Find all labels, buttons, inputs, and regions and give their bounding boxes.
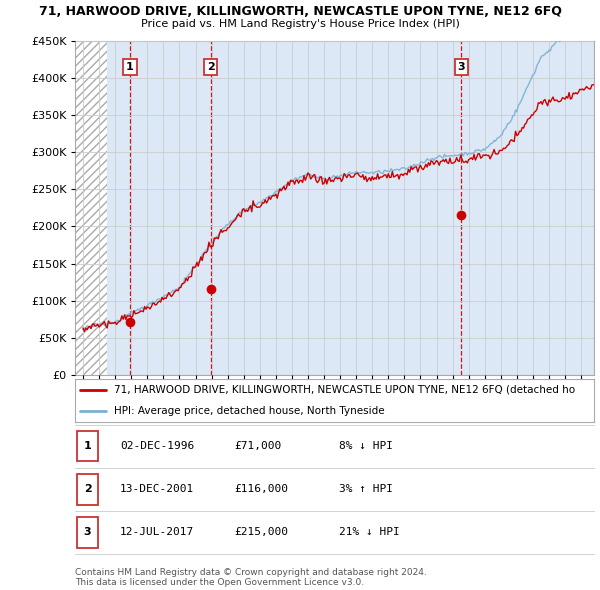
Text: 3: 3 xyxy=(84,527,91,537)
Text: 1: 1 xyxy=(126,62,134,72)
Text: 3% ↑ HPI: 3% ↑ HPI xyxy=(339,484,393,494)
Text: £116,000: £116,000 xyxy=(234,484,288,494)
Text: 1: 1 xyxy=(84,441,91,451)
Text: £71,000: £71,000 xyxy=(234,441,281,451)
FancyBboxPatch shape xyxy=(77,474,98,504)
Text: 8% ↓ HPI: 8% ↓ HPI xyxy=(339,441,393,451)
Text: 2: 2 xyxy=(207,62,215,72)
Text: 3: 3 xyxy=(457,62,465,72)
FancyBboxPatch shape xyxy=(77,517,98,548)
FancyBboxPatch shape xyxy=(77,431,98,461)
Text: 2: 2 xyxy=(84,484,91,494)
Text: 02-DEC-1996: 02-DEC-1996 xyxy=(120,441,194,451)
Text: 71, HARWOOD DRIVE, KILLINGWORTH, NEWCASTLE UPON TYNE, NE12 6FQ: 71, HARWOOD DRIVE, KILLINGWORTH, NEWCAST… xyxy=(38,5,562,18)
Text: Price paid vs. HM Land Registry's House Price Index (HPI): Price paid vs. HM Land Registry's House … xyxy=(140,19,460,29)
Text: HPI: Average price, detached house, North Tyneside: HPI: Average price, detached house, Nort… xyxy=(114,407,385,416)
Text: £215,000: £215,000 xyxy=(234,527,288,537)
Text: 21% ↓ HPI: 21% ↓ HPI xyxy=(339,527,400,537)
Text: Contains HM Land Registry data © Crown copyright and database right 2024.
This d: Contains HM Land Registry data © Crown c… xyxy=(75,568,427,587)
Text: 12-JUL-2017: 12-JUL-2017 xyxy=(120,527,194,537)
Text: 13-DEC-2001: 13-DEC-2001 xyxy=(120,484,194,494)
Text: 71, HARWOOD DRIVE, KILLINGWORTH, NEWCASTLE UPON TYNE, NE12 6FQ (detached ho: 71, HARWOOD DRIVE, KILLINGWORTH, NEWCAST… xyxy=(114,385,575,395)
